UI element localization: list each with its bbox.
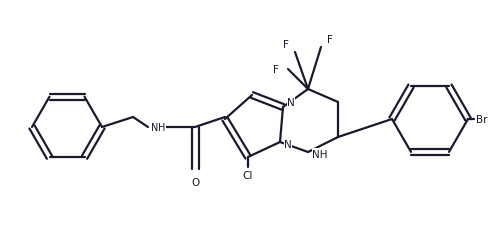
Text: Cl: Cl <box>243 170 253 180</box>
Text: H: H <box>158 122 165 132</box>
Text: N: N <box>151 122 158 132</box>
Text: F: F <box>283 40 289 50</box>
Text: F: F <box>273 65 279 75</box>
Text: F: F <box>327 35 333 45</box>
Text: O: O <box>191 177 199 187</box>
Text: N: N <box>284 139 292 149</box>
Text: N: N <box>287 98 295 108</box>
Text: Br: Br <box>476 114 488 124</box>
Text: NH: NH <box>312 149 328 159</box>
